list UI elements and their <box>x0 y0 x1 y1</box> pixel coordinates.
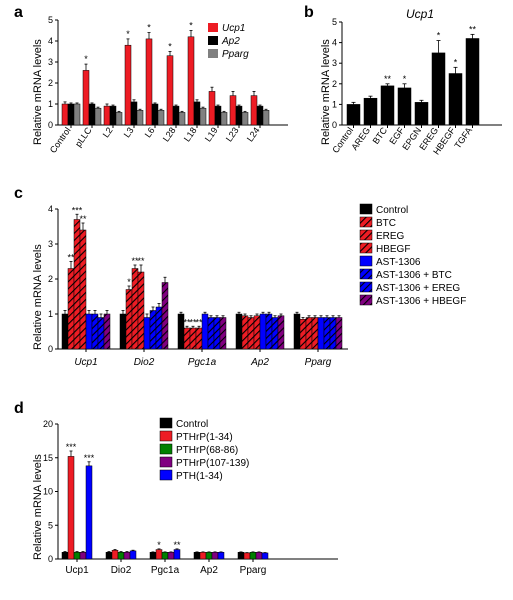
svg-text:*: * <box>127 277 131 287</box>
svg-text:*: * <box>454 57 458 67</box>
svg-text:Pgc1a: Pgc1a <box>151 565 180 576</box>
svg-text:2: 2 <box>48 274 53 284</box>
panel-a-letter: a <box>14 4 23 22</box>
svg-text:**: ** <box>173 540 181 550</box>
svg-text:0: 0 <box>48 120 53 130</box>
svg-text:***: *** <box>84 453 95 463</box>
svg-text:pLLC: pLLC <box>73 125 94 149</box>
svg-text:*: * <box>189 21 193 31</box>
svg-text:PTHrP(1-34): PTHrP(1-34) <box>176 432 233 443</box>
panel-a-chart: 012345Control*pLLCL2*L3*L6*L28*L18L19L23… <box>40 5 305 175</box>
svg-text:PTHrP(68-86): PTHrP(68-86) <box>176 445 238 456</box>
panel-b-chart: 012345ControlAREG**BTC*EGFEPGN*EREG*HBEG… <box>327 5 513 175</box>
svg-text:Dio2: Dio2 <box>111 565 132 576</box>
svg-text:***: *** <box>66 442 77 452</box>
svg-text:1: 1 <box>48 99 53 109</box>
panel-b-letter: b <box>304 4 314 22</box>
svg-text:2: 2 <box>332 79 337 89</box>
svg-text:Pparg: Pparg <box>222 49 249 60</box>
figure-root: { "colors": { "red": "#ed1c24", "black":… <box>0 0 513 600</box>
svg-text:5: 5 <box>48 15 53 25</box>
svg-text:3: 3 <box>48 57 53 67</box>
svg-text:10: 10 <box>43 487 53 497</box>
svg-text:AST-1306: AST-1306 <box>376 257 421 268</box>
svg-text:Ap2: Ap2 <box>221 36 240 47</box>
panel-d: d Relative mRNA levels 05101520******Ucp… <box>0 400 513 595</box>
svg-text:Ucp1: Ucp1 <box>74 357 97 368</box>
svg-text:2: 2 <box>48 78 53 88</box>
svg-text:Control: Control <box>376 205 408 216</box>
svg-text:4: 4 <box>48 204 53 214</box>
svg-text:3: 3 <box>48 239 53 249</box>
svg-text:AST-1306 + EREG: AST-1306 + EREG <box>376 283 460 294</box>
panel-b: b Ucp1 Relative mRNA levels 012345Contro… <box>300 0 513 175</box>
svg-text:*: * <box>437 31 441 41</box>
svg-text:**: ** <box>384 74 392 84</box>
panel-d-chart: 05101520******Ucp1Dio2***Pgc1aAp2PpargCo… <box>40 404 513 594</box>
svg-text:BTC: BTC <box>371 125 390 146</box>
svg-text:L18: L18 <box>182 125 199 143</box>
svg-text:Ap2: Ap2 <box>200 565 218 576</box>
svg-text:HBEGF: HBEGF <box>376 244 410 255</box>
svg-text:L23: L23 <box>224 125 241 143</box>
svg-text:AST-1306 + BTC: AST-1306 + BTC <box>376 270 452 281</box>
svg-text:L19: L19 <box>203 125 220 143</box>
svg-text:EREG: EREG <box>376 231 405 242</box>
svg-text:3: 3 <box>332 58 337 68</box>
svg-text:Ucp1: Ucp1 <box>65 565 89 576</box>
panel-a: a Relative mRNA levels 012345Control*pLL… <box>0 0 300 175</box>
svg-text:1: 1 <box>48 309 53 319</box>
svg-text:Pparg: Pparg <box>240 565 267 576</box>
svg-text:Pgc1a: Pgc1a <box>188 357 217 368</box>
svg-text:*: * <box>168 42 172 52</box>
panel-c: c Relative mRNA levels 01234*******Ucp1*… <box>0 185 513 385</box>
svg-text:AST-1306 + HBEGF: AST-1306 + HBEGF <box>376 296 466 307</box>
svg-text:L24: L24 <box>245 125 262 143</box>
svg-text:PTHrP(107-139): PTHrP(107-139) <box>176 458 249 469</box>
svg-text:Ap2: Ap2 <box>250 357 269 368</box>
svg-text:0: 0 <box>48 344 53 354</box>
svg-text:PTH(1-34): PTH(1-34) <box>176 471 223 482</box>
svg-text:*: * <box>403 74 407 84</box>
svg-text:0: 0 <box>48 554 53 564</box>
svg-text:BTC: BTC <box>376 218 396 229</box>
svg-text:TGFA: TGFA <box>452 125 474 150</box>
panel-d-letter: d <box>14 400 24 418</box>
svg-text:4: 4 <box>48 36 53 46</box>
svg-text:**: ** <box>137 256 145 266</box>
svg-text:*: * <box>84 54 88 64</box>
svg-text:15: 15 <box>43 453 53 463</box>
svg-text:1: 1 <box>332 99 337 109</box>
panel-c-chart: 01234*******Ucp1*****Dio2******Pgc1aAp2P… <box>40 189 513 384</box>
svg-text:**: ** <box>469 24 477 34</box>
svg-text:5: 5 <box>48 520 53 530</box>
svg-text:*: * <box>147 23 151 33</box>
svg-text:Control: Control <box>176 419 208 430</box>
panel-c-letter: c <box>14 185 23 203</box>
svg-text:4: 4 <box>332 38 337 48</box>
svg-text:5: 5 <box>332 17 337 27</box>
svg-text:**: ** <box>79 214 87 224</box>
svg-text:Dio2: Dio2 <box>134 357 155 368</box>
svg-text:*: * <box>126 29 130 39</box>
svg-text:*: * <box>157 540 161 550</box>
svg-text:0: 0 <box>332 120 337 130</box>
svg-text:AREG: AREG <box>349 125 372 152</box>
svg-text:L28: L28 <box>161 125 178 143</box>
svg-text:Ucp1: Ucp1 <box>222 23 245 34</box>
svg-text:Pparg: Pparg <box>305 357 332 368</box>
svg-text:20: 20 <box>43 419 53 429</box>
